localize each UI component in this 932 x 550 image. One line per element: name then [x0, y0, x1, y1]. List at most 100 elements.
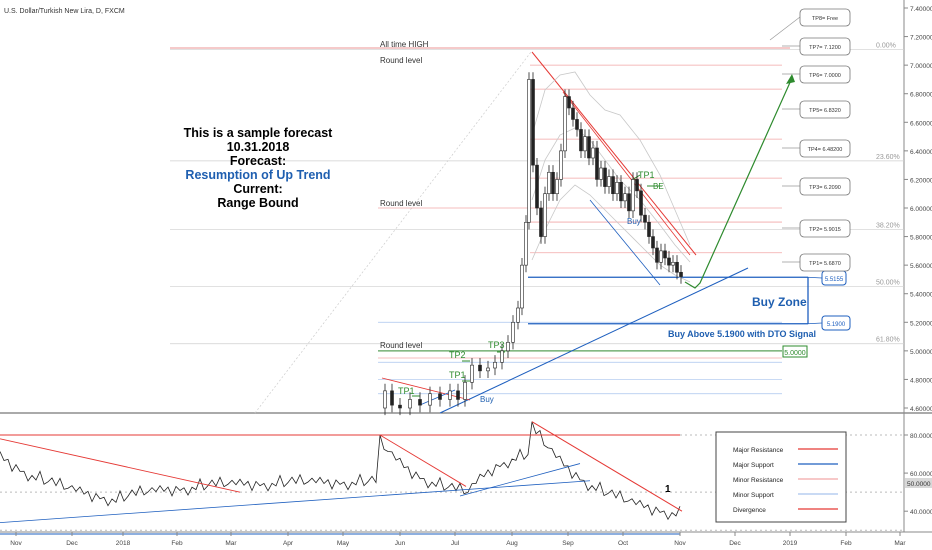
candle-body: [627, 193, 631, 212]
osc-tick-label: 80.0000: [910, 433, 932, 440]
osc-support-2: [459, 463, 581, 497]
forecast-arrow-line: [684, 77, 793, 289]
price-tick-label: 4.60000: [910, 406, 932, 413]
trend-lines: [381, 51, 795, 414]
round-level-label-1: Round level: [380, 56, 422, 65]
candle-body: [587, 136, 591, 159]
zone-upper-connector: [807, 276, 823, 279]
candle-body: [428, 393, 432, 406]
candle-body: [448, 390, 452, 400]
candle-body: [623, 193, 627, 202]
osc-divergence-line: [531, 421, 683, 512]
candle-body: [543, 193, 547, 237]
candle-body: [591, 147, 595, 159]
major-resistance-line: [531, 51, 697, 256]
candle-body: [390, 390, 394, 406]
candle-body: [511, 321, 515, 343]
candle-body: [583, 136, 587, 152]
legend-label: Minor Resistance: [733, 477, 784, 484]
major-support-line: [439, 267, 749, 414]
candle-body: [493, 361, 497, 369]
candle-body: [520, 264, 524, 309]
buy-label-oct: Buy: [627, 217, 641, 226]
callout-text: TP8= Free: [812, 16, 838, 22]
callout-box: [799, 219, 851, 238]
time-tick-label: Nov: [674, 540, 686, 547]
time-tick-label: Aug: [506, 540, 518, 547]
tp1-label-jul-a: TP1: [398, 386, 415, 396]
time-tick-label: Jul: [451, 540, 460, 547]
fib-label: 50.00%: [876, 280, 900, 287]
osc-resistance-2: [379, 434, 467, 487]
candle-body: [555, 179, 559, 195]
zone-upper-label: 5.5155: [825, 277, 844, 283]
all-time-high-label: All time HIGH: [380, 40, 429, 49]
forecast-line-3: Forecast:: [229, 154, 287, 168]
osc-50-label: 50.0000: [907, 481, 931, 488]
callout-pointer: [769, 16, 801, 41]
symbol-title: U.S. Dollar/Turkish New Lira, D, FXCM: [4, 8, 125, 15]
forecast-line-1: This is a sample forecast: [183, 126, 333, 140]
price-tick-label: 5.80000: [910, 235, 932, 242]
candle-body: [500, 350, 504, 363]
buy-label-jul: Buy: [480, 395, 494, 404]
candle-body: [539, 207, 543, 237]
time-tick-label: Dec: [729, 540, 741, 547]
forecast-line-4: Resumption of Up Trend: [185, 168, 331, 182]
candle-body: [651, 236, 655, 249]
jul-resistance-line: [381, 377, 471, 401]
price-tick-label: 7.40000: [910, 6, 932, 13]
candle-body: [619, 181, 623, 202]
oscillator: [0, 421, 683, 535]
price-tick-label: 5.60000: [910, 263, 932, 270]
candles: [383, 72, 683, 416]
fib-label: 23.60%: [876, 154, 900, 161]
candle-body: [643, 214, 647, 223]
candle-body: [516, 307, 520, 323]
price-tick-label: 6.20000: [910, 177, 932, 184]
candle-body: [595, 147, 599, 180]
minor-resistance-line: [562, 91, 691, 256]
osc-resistance-1: [0, 438, 241, 493]
osc-tick-label: 40.0000: [910, 509, 932, 516]
divergence-mark: 1: [665, 484, 671, 495]
time-tick-label: May: [337, 540, 350, 547]
osc-tick-label: 60.0000: [910, 471, 932, 478]
tp1-label-oct: TP1: [638, 170, 655, 180]
candle-body: [535, 164, 539, 209]
candle-body: [571, 107, 575, 120]
callout-text: TP2= 5.9015: [809, 227, 841, 233]
callout-box: [799, 253, 851, 272]
be-label: BE: [653, 182, 664, 191]
callout-box: [799, 8, 851, 27]
candle-body: [671, 261, 675, 266]
candle-body: [563, 96, 567, 152]
time-tick-label: Sep: [562, 540, 574, 547]
forecast-line-6: Range Bound: [217, 196, 299, 210]
candle-body: [547, 171, 551, 195]
callout-text: TP3= 6.2090: [809, 185, 841, 191]
candle-body: [667, 257, 671, 266]
candle-body: [456, 390, 460, 400]
candle-body: [575, 119, 579, 130]
forecast-arrow-head: [786, 74, 795, 84]
level-5-label: 5.0000: [784, 350, 806, 357]
price-tick-label: 6.00000: [910, 206, 932, 213]
candle-body: [408, 399, 412, 409]
price-tick-label: 4.80000: [910, 377, 932, 384]
zone-lower-box: [821, 315, 851, 331]
candle-body: [486, 367, 490, 372]
candle-body: [383, 390, 387, 409]
time-tick-label: Feb: [171, 540, 183, 547]
buy-zone-label: Buy Zone: [752, 295, 807, 309]
band-line-2: [531, 184, 691, 283]
round-level-label-3: Round level: [380, 341, 422, 350]
candle-body: [607, 176, 611, 187]
candle-body: [639, 190, 643, 216]
band-line-1: [531, 127, 691, 263]
time-tick-label: 2018: [116, 540, 131, 547]
time-tick-label: Mar: [894, 540, 906, 547]
candle-body: [559, 150, 563, 180]
